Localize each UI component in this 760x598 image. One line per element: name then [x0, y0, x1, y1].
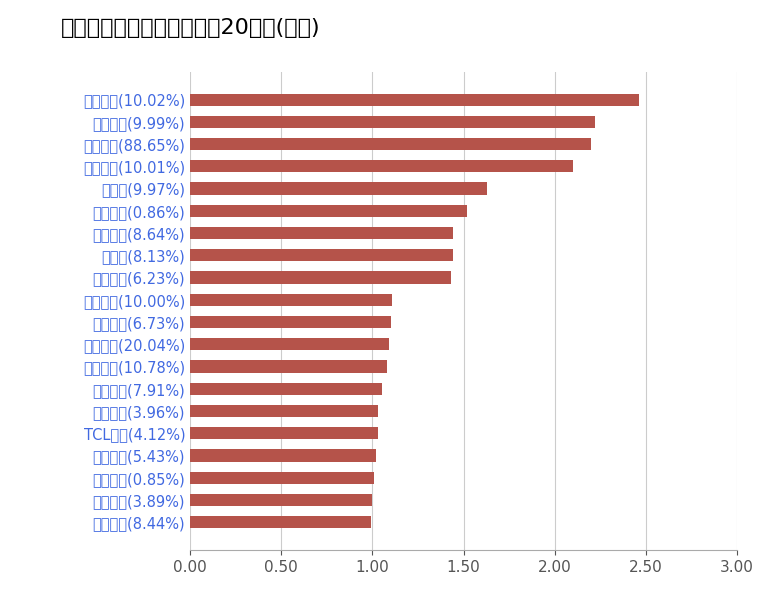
Bar — [190, 227, 453, 239]
Text: 今日主力资金净流入金额前20个股(亿元): 今日主力资金净流入金额前20个股(亿元) — [61, 18, 321, 38]
Bar — [190, 361, 387, 373]
Bar — [190, 205, 467, 217]
Bar — [190, 249, 453, 261]
Bar — [190, 427, 378, 440]
Bar — [190, 160, 573, 172]
Bar — [190, 338, 389, 350]
Bar — [190, 472, 374, 484]
Bar — [190, 116, 595, 128]
Bar — [190, 271, 451, 283]
Bar — [190, 494, 372, 506]
Bar — [190, 516, 371, 529]
Bar — [190, 316, 391, 328]
Bar — [190, 182, 487, 195]
Bar — [190, 383, 382, 395]
Bar — [190, 93, 638, 106]
Bar — [190, 405, 378, 417]
Bar — [190, 450, 376, 462]
Bar — [190, 294, 392, 306]
Bar — [190, 138, 591, 150]
